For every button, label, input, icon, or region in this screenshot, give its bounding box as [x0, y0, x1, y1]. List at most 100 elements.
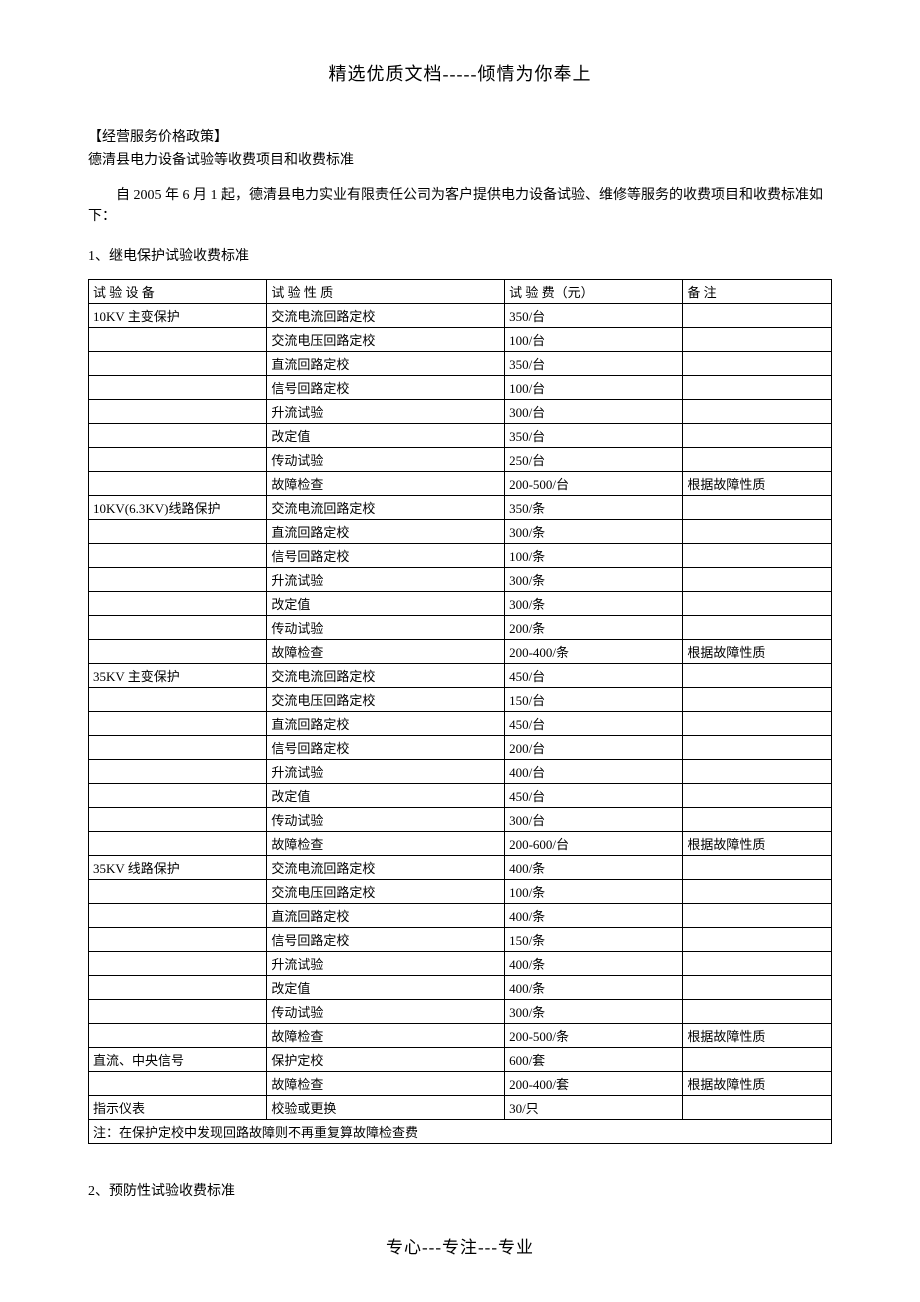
table-cell: [683, 592, 832, 616]
table-cell: 400/条: [505, 856, 683, 880]
table-cell: 250/台: [505, 448, 683, 472]
table-header-cell: 试 验 性 质: [267, 280, 505, 304]
table-row: 改定值300/条: [89, 592, 832, 616]
table-cell: 交流电压回路定校: [267, 880, 505, 904]
table-cell: 450/台: [505, 712, 683, 736]
table-cell: [89, 808, 267, 832]
table-row: 信号回路定校100/台: [89, 376, 832, 400]
table-cell: [683, 784, 832, 808]
table-cell: 交流电压回路定校: [267, 328, 505, 352]
table-row: 升流试验400/条: [89, 952, 832, 976]
table-row: 改定值350/台: [89, 424, 832, 448]
table-cell: 直流回路定校: [267, 712, 505, 736]
table-cell: [89, 952, 267, 976]
table-cell: 信号回路定校: [267, 376, 505, 400]
table-cell: [683, 376, 832, 400]
table-cell: [683, 448, 832, 472]
table-cell: 300/条: [505, 520, 683, 544]
table-row: 升流试验400/台: [89, 760, 832, 784]
table-cell: 直流、中央信号: [89, 1048, 267, 1072]
table-row: 升流试验300/台: [89, 400, 832, 424]
table-cell: 35KV 线路保护: [89, 856, 267, 880]
table-header-cell: 试 验 费（元）: [505, 280, 683, 304]
table-cell: 350/台: [505, 304, 683, 328]
table-cell: 200-500/台: [505, 472, 683, 496]
table-row: 35KV 主变保护交流电流回路定校450/台: [89, 664, 832, 688]
table-cell: [89, 736, 267, 760]
table-cell: 100/台: [505, 328, 683, 352]
table-cell: 交流电流回路定校: [267, 664, 505, 688]
table-cell: [683, 520, 832, 544]
table-cell: 200/条: [505, 616, 683, 640]
meta-label: 【经营服务价格政策】: [88, 126, 832, 146]
table-row: 交流电压回路定校150/台: [89, 688, 832, 712]
table-cell: [683, 328, 832, 352]
table-cell: [89, 688, 267, 712]
table-header-cell: 试 验 设 备: [89, 280, 267, 304]
table-cell: 交流电流回路定校: [267, 496, 505, 520]
table-cell: 传动试验: [267, 616, 505, 640]
table-cell: [683, 1048, 832, 1072]
table-cell: [89, 712, 267, 736]
table-row: 直流回路定校350/台: [89, 352, 832, 376]
table-cell: 信号回路定校: [267, 544, 505, 568]
table-row: 故障检查200-400/套根据故障性质: [89, 1072, 832, 1096]
table-cell: [89, 784, 267, 808]
table-cell: [89, 760, 267, 784]
table-cell: 交流电压回路定校: [267, 688, 505, 712]
table-cell: 100/台: [505, 376, 683, 400]
table-row: 直流回路定校300/条: [89, 520, 832, 544]
table-cell: [683, 904, 832, 928]
table-cell: 300/台: [505, 808, 683, 832]
table-header-row: 试 验 设 备试 验 性 质试 验 费（元）备 注: [89, 280, 832, 304]
table-cell: [89, 976, 267, 1000]
table-cell: [683, 1096, 832, 1120]
table-cell: [89, 928, 267, 952]
table-row: 35KV 线路保护交流电流回路定校400/条: [89, 856, 832, 880]
table-cell: [683, 736, 832, 760]
table-cell: [89, 616, 267, 640]
table-row: 传动试验300/台: [89, 808, 832, 832]
table-cell: 直流回路定校: [267, 352, 505, 376]
table-cell: 150/台: [505, 688, 683, 712]
table-cell: [89, 640, 267, 664]
table-cell: [683, 400, 832, 424]
table-cell: [89, 352, 267, 376]
table-row: 交流电压回路定校100/台: [89, 328, 832, 352]
table-cell: [683, 760, 832, 784]
section1-heading: 1、继电保护试验收费标准: [88, 245, 832, 265]
table-row: 改定值450/台: [89, 784, 832, 808]
table-cell: 传动试验: [267, 448, 505, 472]
table-cell: 信号回路定校: [267, 736, 505, 760]
table-cell: 传动试验: [267, 808, 505, 832]
table-cell: [89, 592, 267, 616]
section2-heading: 2、预防性试验收费标准: [88, 1180, 832, 1200]
table-cell: [89, 904, 267, 928]
table-row: 交流电压回路定校100/条: [89, 880, 832, 904]
table-row: 直流回路定校400/条: [89, 904, 832, 928]
table-cell: [89, 448, 267, 472]
table-row: 信号回路定校150/条: [89, 928, 832, 952]
page-header: 精选优质文档-----倾情为你奉上: [88, 60, 832, 86]
table-row: 传动试验300/条: [89, 1000, 832, 1024]
table-cell: 200/台: [505, 736, 683, 760]
table-cell: [683, 496, 832, 520]
table-cell: [683, 688, 832, 712]
intro-paragraph: 自 2005 年 6 月 1 起，德清县电力实业有限责任公司为客户提供电力设备试…: [88, 185, 832, 227]
table-cell: 400/条: [505, 976, 683, 1000]
table-row: 改定值400/条: [89, 976, 832, 1000]
table-cell: 交流电流回路定校: [267, 856, 505, 880]
table-row: 故障检查200-400/条根据故障性质: [89, 640, 832, 664]
table-cell: 信号回路定校: [267, 928, 505, 952]
table-cell: 200-400/条: [505, 640, 683, 664]
table-row: 传动试验200/条: [89, 616, 832, 640]
table-cell: [683, 568, 832, 592]
table-row: 直流回路定校450/台: [89, 712, 832, 736]
table-cell: 200-400/套: [505, 1072, 683, 1096]
table-cell: [683, 1000, 832, 1024]
table-cell: [683, 808, 832, 832]
table-cell: 10KV 主变保护: [89, 304, 267, 328]
table-cell: 改定值: [267, 784, 505, 808]
table-cell: [683, 880, 832, 904]
table-row: 信号回路定校100/条: [89, 544, 832, 568]
